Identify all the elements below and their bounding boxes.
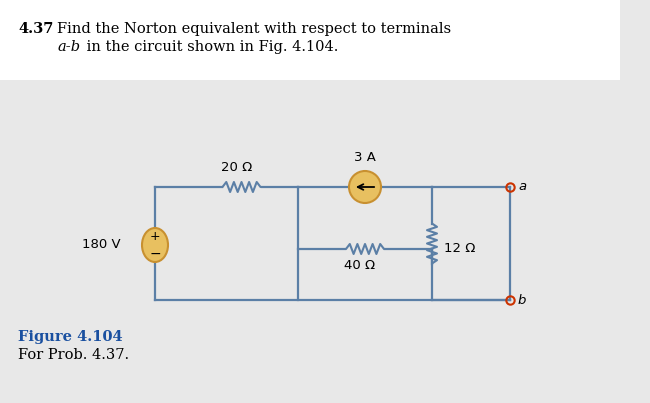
Text: 3 A: 3 A <box>354 151 376 164</box>
Text: For Prob. 4.37.: For Prob. 4.37. <box>18 348 129 362</box>
Text: 40 Ω: 40 Ω <box>344 259 376 272</box>
Text: Find the Norton equivalent with respect to terminals: Find the Norton equivalent with respect … <box>57 22 451 36</box>
Text: Figure 4.104: Figure 4.104 <box>18 330 123 344</box>
Text: a: a <box>518 181 526 193</box>
Ellipse shape <box>349 171 381 203</box>
Text: a-b: a-b <box>57 40 80 54</box>
Text: 4.37: 4.37 <box>18 22 53 36</box>
Text: in the circuit shown in Fig. 4.104.: in the circuit shown in Fig. 4.104. <box>82 40 339 54</box>
Text: 180 V: 180 V <box>83 239 121 251</box>
Text: 12 Ω: 12 Ω <box>444 242 475 255</box>
Ellipse shape <box>142 228 168 262</box>
Text: 20 Ω: 20 Ω <box>221 161 252 174</box>
FancyBboxPatch shape <box>0 0 620 80</box>
Text: b: b <box>518 293 527 307</box>
Text: −: − <box>150 247 161 261</box>
Text: +: + <box>150 231 161 243</box>
